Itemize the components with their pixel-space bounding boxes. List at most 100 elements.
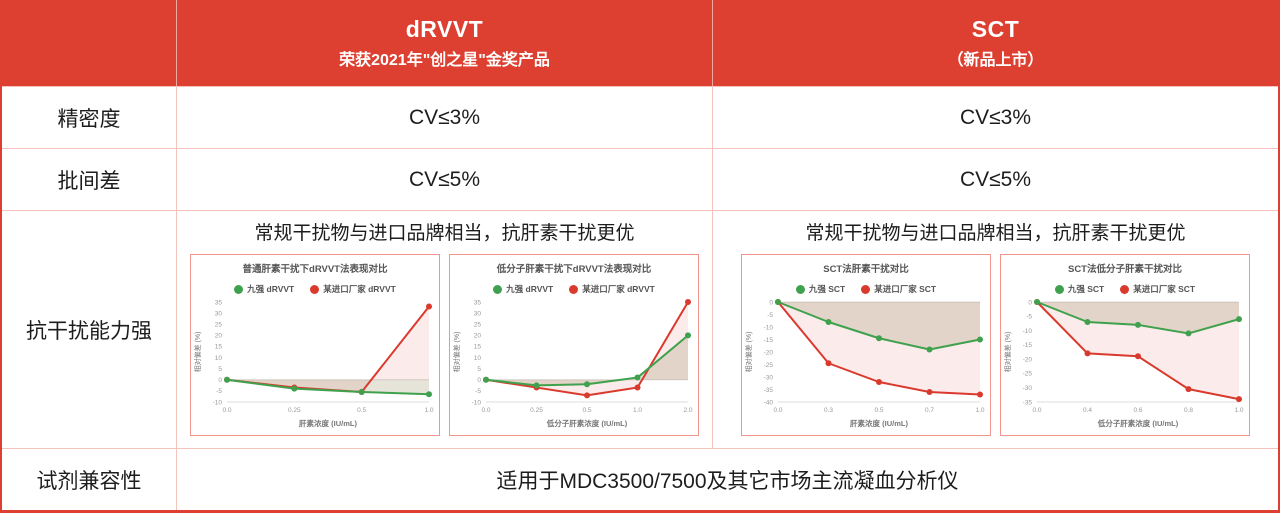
header-sct: SCT （新品上市） — [713, 0, 1278, 86]
svg-text:-5: -5 — [475, 388, 481, 395]
svg-text:25: 25 — [215, 322, 223, 329]
legend-dot-icon — [1120, 284, 1130, 294]
svg-text:0.25: 0.25 — [288, 407, 301, 414]
interference-chart-1: 普通肝素干扰下dRVVT法表现对比九强 dRVVT 某进口厂家 dRVVT 35 30… — [190, 254, 440, 436]
svg-text:30: 30 — [215, 310, 223, 317]
chart-plot: 0 -5 -10 -15 -20 -25 -30 -350.0 0.4 0.6 0.8 1.0 低分子肝… — [1003, 299, 1244, 428]
svg-text:1.0: 1.0 — [1234, 407, 1243, 414]
svg-text:0.8: 0.8 — [1184, 407, 1193, 414]
svg-text:1.0: 1.0 — [424, 407, 433, 414]
svg-text:-25: -25 — [764, 362, 774, 369]
chart-title: SCT法肝素干扰对比 — [823, 264, 909, 275]
svg-text:0.0: 0.0 — [481, 407, 490, 414]
svg-text:-5: -5 — [216, 388, 222, 395]
svg-text:30: 30 — [474, 310, 482, 317]
batch-drvvt-value: CV≤5% — [177, 148, 713, 210]
svg-text:相对偏差 (%): 相对偏差 (%) — [193, 332, 202, 373]
row-label-precision: 精密度 — [2, 86, 177, 148]
legend-dot-icon — [1054, 284, 1064, 294]
svg-text:2.0: 2.0 — [683, 407, 692, 414]
svg-text:-20: -20 — [764, 349, 774, 356]
svg-text:-30: -30 — [764, 374, 774, 381]
drvvt-title: dRVVT — [405, 16, 484, 42]
legend-dot-icon — [861, 284, 871, 294]
batch-sct-value: CV≤5% — [713, 148, 1278, 210]
interference-charts-drvvt: 普通肝素干扰下dRVVT法表现对比 九强 dRVVT 某进口厂家 dRVVT 35 30… — [190, 254, 699, 436]
legend-item: 某进口厂家 dRVVT — [569, 283, 655, 295]
svg-text:-5: -5 — [767, 312, 773, 319]
svg-text:0: 0 — [1028, 299, 1032, 306]
svg-text:-25: -25 — [1023, 371, 1033, 378]
precision-drvvt-value: CV≤3% — [177, 86, 713, 148]
svg-text:肝素浓度 (IU/mL): 肝素浓度 (IU/mL) — [850, 418, 908, 428]
legend-label: 某进口厂家 dRVVT — [323, 284, 396, 294]
legend-item: 九强 SCT — [795, 283, 846, 295]
header-drvvt: dRVVT 荣获2021年"创之星"金奖产品 — [177, 0, 713, 86]
legend-label: 九强 dRVVT — [506, 284, 554, 294]
svg-text:0.5: 0.5 — [582, 407, 591, 414]
svg-text:0: 0 — [769, 299, 773, 306]
interference-charts-sct: SCT法肝素干扰对比 九强 SCT 某进口厂家 SCT 0 -5 -10 -15 -20 -25… — [741, 254, 1250, 436]
interference-sct-cell: 常规干扰物与进口品牌相当，抗肝素干扰更优 SCT法肝素干扰对比九强 SCT 某进口… — [713, 210, 1278, 448]
legend-dot-icon — [795, 284, 805, 294]
drvvt-subtitle: 荣获2021年"创之星"金奖产品 — [339, 52, 550, 69]
legend-label: 九强 SCT — [808, 284, 846, 294]
svg-text:0.5: 0.5 — [357, 407, 366, 414]
svg-text:肝素浓度 (IU/mL): 肝素浓度 (IU/mL) — [299, 418, 357, 428]
chart-legend: 九强 dRVVT 某进口厂家 dRVVT — [191, 283, 439, 295]
svg-text:0: 0 — [477, 377, 481, 384]
svg-text:10: 10 — [474, 355, 482, 362]
row-label-batch: 批间差 — [2, 148, 177, 210]
legend-item: 某进口厂家 SCT — [861, 283, 936, 295]
svg-text:0.7: 0.7 — [925, 407, 934, 414]
svg-text:-35: -35 — [1023, 399, 1033, 406]
svg-text:-10: -10 — [472, 399, 482, 406]
svg-text:10: 10 — [215, 355, 223, 362]
svg-text:-5: -5 — [1026, 314, 1032, 321]
svg-text:0.0: 0.0 — [222, 407, 231, 414]
sct-subtitle: （新品上市） — [947, 52, 1044, 69]
precision-sct-value: CV≤3% — [713, 86, 1278, 148]
svg-text:-10: -10 — [1023, 328, 1033, 335]
svg-text:-35: -35 — [764, 387, 774, 394]
svg-text:0.5: 0.5 — [874, 407, 883, 414]
sct-title: SCT — [971, 16, 1020, 42]
legend-item: 九强 SCT — [1054, 283, 1105, 295]
svg-text:0.25: 0.25 — [530, 407, 543, 414]
legend-dot-icon — [310, 284, 320, 294]
legend-dot-icon — [234, 284, 244, 294]
chart-plot: 35 30 25 20 15 10 5 0 -5 -100.0 0.25 0.5 1.0 肝素浓度 (IU… — [193, 299, 434, 428]
svg-text:20: 20 — [474, 333, 482, 340]
svg-text:-20: -20 — [1023, 356, 1033, 363]
legend-item: 九强 dRVVT — [493, 283, 553, 295]
chart-legend: 九强 SCT 某进口厂家 SCT — [742, 283, 990, 295]
chart-plot: 0 -5 -10 -15 -20 -25 -30 -35 -400.0 0.3 0.5 0.7 1.0 肝… — [744, 299, 985, 428]
svg-text:-10: -10 — [764, 324, 774, 331]
svg-text:-40: -40 — [764, 399, 774, 406]
header-empty-cell — [2, 0, 177, 86]
svg-text:低分子肝素浓度 (IU/mL): 低分子肝素浓度 (IU/mL) — [1097, 418, 1179, 428]
legend-label: 九强 SCT — [1067, 284, 1105, 294]
svg-text:35: 35 — [474, 299, 482, 306]
legend-dot-icon — [493, 284, 503, 294]
interference-chart-3: SCT法肝素干扰对比 九强 SCT 某进口厂家 SCT 0 -5 -10 -15 -20 -25… — [741, 254, 991, 436]
svg-text:相对偏差 (%): 相对偏差 (%) — [744, 332, 753, 373]
legend-dot-icon — [569, 284, 579, 294]
chart-title: SCT法低分子肝素干扰对比 — [1067, 264, 1182, 275]
svg-text:35: 35 — [215, 299, 223, 306]
svg-text:低分子肝素浓度 (IU/mL): 低分子肝素浓度 (IU/mL) — [546, 418, 628, 428]
interference-chart-2: 低分子肝素干扰下dRVVT法表现对比九强 dRVVT 某进口厂家 dRVVT 35 3… — [449, 254, 699, 436]
interference-sct-text: 常规干扰物与进口品牌相当，抗肝素干扰更优 — [805, 223, 1186, 244]
legend-label: 某进口厂家 SCT — [1133, 284, 1196, 294]
compatibility-value: 适用于MDC3500/7500及其它市场主流凝血分析仪 — [177, 448, 1278, 510]
svg-text:15: 15 — [474, 344, 482, 351]
row-label-interference: 抗干扰能力强 — [2, 210, 177, 448]
svg-text:-10: -10 — [213, 399, 223, 406]
chart-title: 低分子肝素干扰下dRVVT法表现对比 — [496, 264, 652, 275]
svg-text:相对偏差 (%): 相对偏差 (%) — [1003, 332, 1012, 373]
svg-text:5: 5 — [477, 366, 481, 373]
svg-text:1.0: 1.0 — [633, 407, 642, 414]
chart-title: 普通肝素干扰下dRVVT法表现对比 — [242, 264, 388, 275]
svg-text:25: 25 — [474, 322, 482, 329]
